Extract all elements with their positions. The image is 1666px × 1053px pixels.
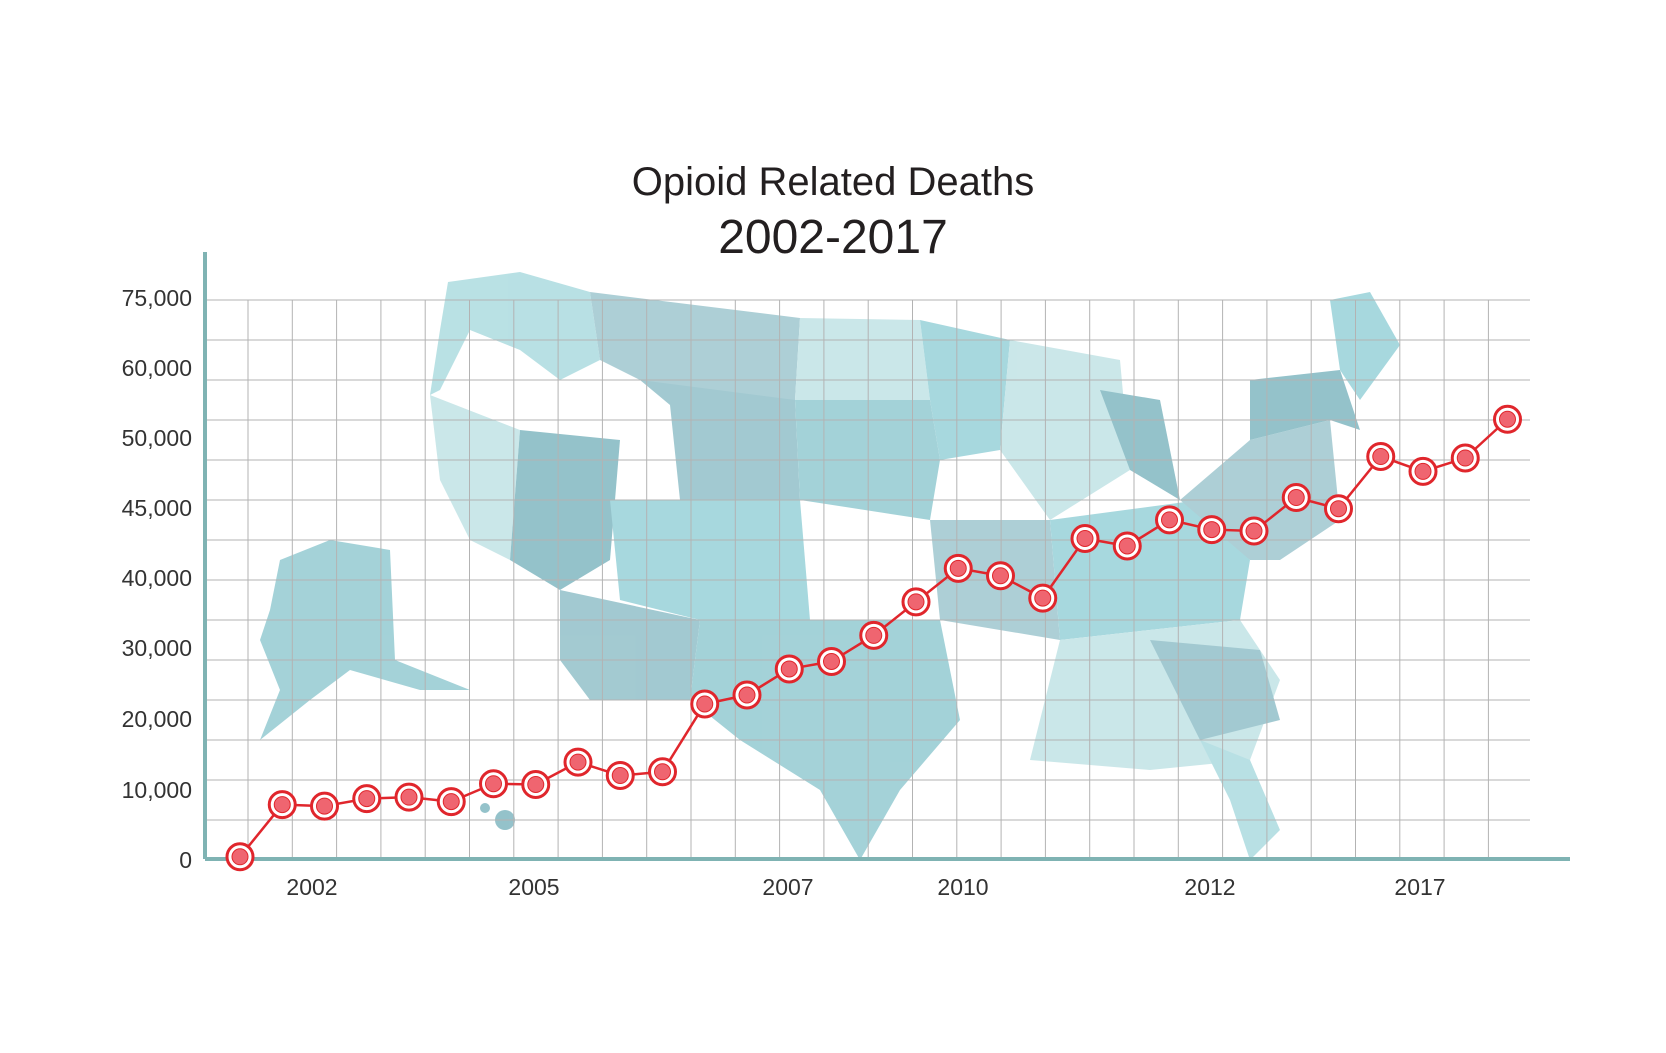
data-point [865,626,883,644]
map-region [1000,340,1130,520]
map-region [640,380,800,500]
data-point [1118,537,1136,555]
map-region [430,395,520,560]
data-point [1245,522,1263,540]
data-point [1076,530,1094,548]
x-axis-ticks: 2002 2005 2007 2010 2012 2017 [286,874,1445,900]
y-tick-label: 50,000 [122,425,192,451]
map-region [920,320,1010,460]
data-point [316,797,333,815]
y-tick-label: 75,000 [122,285,192,311]
data-point [358,790,376,808]
data-point [400,788,418,806]
map-region [1100,390,1180,500]
data-point [907,593,925,611]
x-tick-label: 2017 [1394,874,1445,900]
map-region [795,318,930,400]
data-point [696,695,714,713]
map-region [1330,292,1400,400]
y-tick-label: 10,000 [122,777,192,803]
data-point [1161,511,1178,529]
chart-axes [203,252,1570,861]
data-point [1456,449,1474,467]
y-tick-label: 40,000 [122,565,192,591]
x-tick-label: 2010 [937,874,988,900]
data-point [738,686,756,704]
data-point [1034,589,1052,607]
data-point [823,652,840,670]
x-tick-label: 2007 [762,874,813,900]
y-tick-label: 60,000 [122,355,192,381]
data-point [1330,500,1347,518]
data-point [273,796,291,814]
y-tick-label: 20,000 [122,706,192,732]
data-point [231,848,249,866]
data-point [949,559,967,577]
data-point [654,763,671,781]
data-point [569,753,587,771]
x-tick-label: 2005 [508,874,559,900]
data-point [485,775,502,793]
map-region-alaska [260,540,470,740]
data-point [611,767,629,785]
data-point [1414,462,1432,480]
map-region [430,272,600,395]
map-region [610,500,810,620]
map-region [1250,370,1360,440]
data-point [1372,448,1390,466]
map-region [510,430,620,590]
map-region [560,590,700,700]
x-tick-label: 2002 [286,874,337,900]
y-tick-label: 45,000 [122,495,192,521]
x-tick-label: 2012 [1184,874,1235,900]
data-point [780,660,798,678]
y-tick-label: 30,000 [122,635,192,661]
y-axis-ticks: 0 10,000 20,000 30,000 40,000 45,000 50,000 60,… [122,285,192,873]
y-tick-label: 0 [179,847,192,873]
data-point [527,775,545,793]
data-point [442,793,460,811]
map-region-hawaii [480,803,490,813]
series-layer [225,404,1522,872]
map-region [590,292,800,405]
data-point [1499,410,1516,428]
chart-subtitle: 2002-2017 [718,211,948,264]
data-point [1287,489,1305,507]
data-point [1203,521,1221,539]
data-point [992,567,1009,585]
map-region [1150,640,1280,740]
us-map-background [260,272,1400,860]
chart-title: Opioid Related Deaths [631,160,1035,204]
map-region [1200,740,1280,860]
